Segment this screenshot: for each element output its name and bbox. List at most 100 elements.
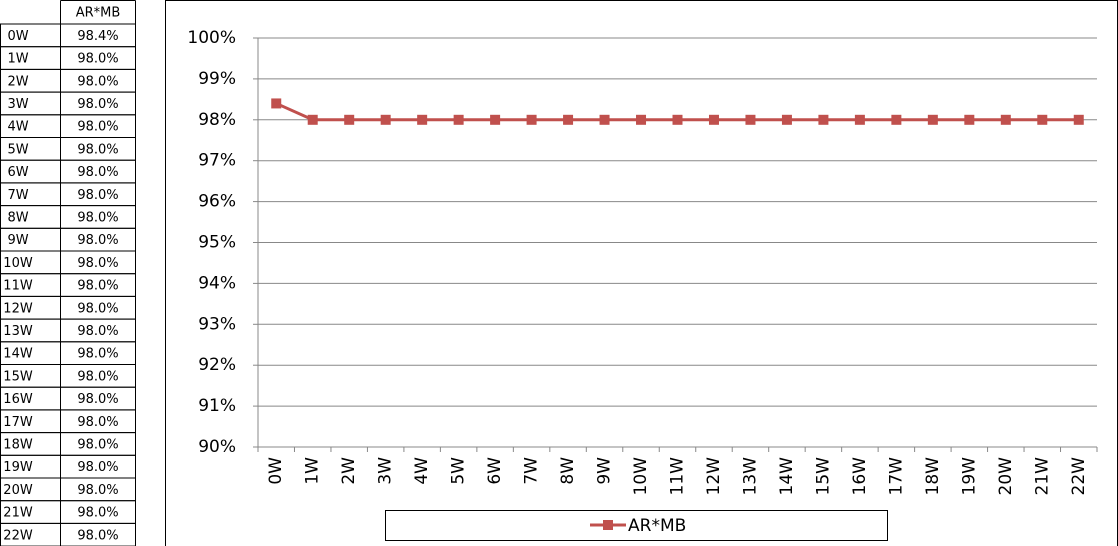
point-marker [854,114,865,125]
row-label: 22W [3,528,33,543]
legend-label: AR*MB [628,516,686,536]
x-tick-label: 14W [777,457,797,496]
point-marker [672,114,683,125]
row-value: 98.0% [77,528,118,543]
point-marker [344,114,355,125]
x-tick-label: 0W [266,457,286,485]
row-label: 21W [3,506,33,521]
row-label: 0W [7,29,28,44]
x-tick-label: 3W [376,457,396,485]
x-tick-label: 8W [558,457,578,485]
row-value: 98.0% [77,233,118,248]
row-value: 98.0% [77,52,118,67]
row-value: 98.0% [77,460,118,475]
point-marker [927,114,938,125]
point-marker [891,114,902,125]
row-label: 13W [3,324,33,339]
row-label: 11W [3,279,33,294]
row-label: 7W [7,188,28,203]
row-label: 17W [3,415,33,430]
row-value: 98.0% [77,347,118,362]
point-marker [781,114,792,125]
row-value: 98.0% [77,210,118,225]
row-value: 98.4% [77,29,118,44]
row-label: 20W [3,483,33,498]
chart-frame [165,0,1118,546]
row-value: 98.0% [77,188,118,203]
legend-box [385,510,888,541]
row-label: 10W [3,256,33,271]
y-tick-label: 91% [198,396,236,416]
point-marker [745,114,756,125]
row-label: 5W [7,142,28,157]
row-value: 98.0% [77,279,118,294]
row-label: 8W [7,210,28,225]
row-label: 15W [3,369,33,384]
x-tick-label: 9W [595,457,615,485]
x-tick-label: 4W [412,457,432,485]
row-label: 14W [3,347,33,362]
y-tick-label: 93% [198,314,236,334]
point-marker [1073,114,1084,125]
point-marker [526,114,537,125]
x-tick-label: 1W [303,457,323,485]
x-tick-label: 18W [923,457,943,496]
x-tick-label: 17W [886,457,906,496]
point-marker [818,114,829,125]
x-tick-label: 22W [1069,457,1089,496]
point-marker [1000,114,1011,125]
point-marker [708,114,719,125]
x-tick-label: 15W [813,457,833,496]
row-value: 98.0% [77,483,118,498]
row-value: 98.0% [77,256,118,271]
x-tick-label: 2W [339,457,359,485]
y-tick-label: 99% [198,69,236,89]
point-marker [380,114,391,125]
x-tick-label: 7W [522,457,542,485]
y-tick-label: 97% [198,151,236,171]
row-value: 98.0% [77,142,118,157]
row-label: 3W [7,97,28,112]
row-label: 16W [3,392,33,407]
row-label: 12W [3,301,33,316]
row-value: 98.0% [77,120,118,135]
table-header: AR*MB [76,6,121,21]
row-value: 98.0% [77,437,118,452]
point-marker [964,114,975,125]
row-value: 98.0% [77,369,118,384]
row-label: 19W [3,460,33,475]
point-marker [453,114,464,125]
point-marker [490,114,501,125]
table-row [60,522,136,546]
x-tick-label: 13W [740,457,760,496]
x-tick-label: 12W [704,457,724,496]
x-tick-label: 19W [959,457,979,496]
row-value: 98.0% [77,97,118,112]
x-tick-label: 16W [850,457,870,496]
row-value: 98.0% [77,415,118,430]
data-table: AR*MB 0W 98.4% 1W 98.0% 2W 98.0% 3W 98.0% 4W 98.0%… [0,0,136,546]
x-tick-label: 5W [449,457,469,485]
row-value: 98.0% [77,74,118,89]
x-tick-label: 6W [485,457,505,485]
row-value: 98.0% [77,301,118,316]
y-tick-label: 100% [187,28,236,48]
y-tick-label: 90% [198,437,236,457]
y-tick-label: 96% [198,192,236,212]
legend-marker [603,520,613,530]
row-label: 18W [3,437,33,452]
point-marker [563,114,574,125]
row-value: 98.0% [77,506,118,521]
row-value: 98.0% [77,165,118,180]
x-tick-label: 21W [1032,457,1052,496]
row-label: 9W [7,233,28,248]
x-tick-label: 20W [996,457,1016,496]
point-marker [1037,114,1048,125]
row-label: 1W [7,52,28,67]
y-tick-label: 98% [198,110,236,130]
x-tick-label: 10W [631,457,651,496]
x-tick-label: 11W [668,457,688,496]
row-label: 4W [7,120,28,135]
point-marker [599,114,610,125]
